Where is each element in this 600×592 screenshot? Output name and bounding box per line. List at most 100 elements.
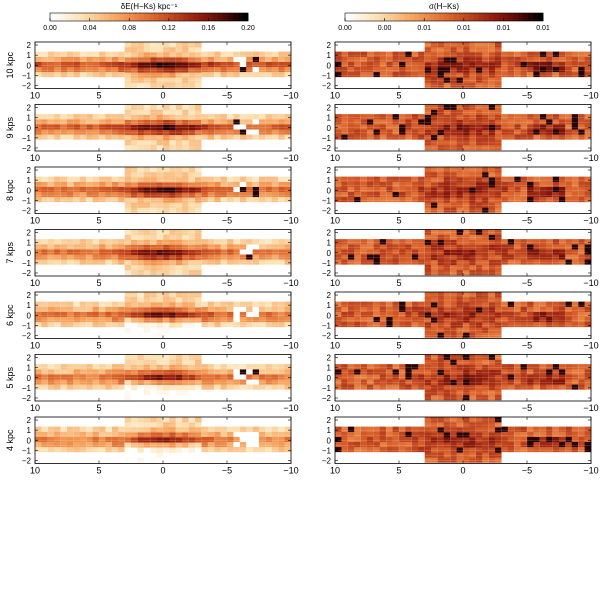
- heatmap-cell: [118, 306, 125, 312]
- heatmap-cell: [507, 129, 515, 135]
- heatmap-cell: [188, 359, 196, 365]
- heatmap-cell: [533, 129, 541, 135]
- heatmap-cell: [399, 176, 406, 182]
- heatmap-cell: [143, 264, 151, 271]
- heatmap-cell: [495, 354, 502, 360]
- heatmap-cell: [233, 431, 241, 437]
- heatmap-cell: [456, 109, 464, 115]
- heatmap-cell: [424, 124, 432, 131]
- heatmap-cell: [156, 144, 164, 151]
- heatmap-cell: [488, 77, 496, 83]
- heatmap-cell: [533, 364, 541, 370]
- heatmap-cell: [169, 394, 177, 401]
- heatmap-cell: [418, 181, 425, 187]
- heatmap-cell: [431, 207, 438, 213]
- heatmap-cell: [456, 264, 464, 271]
- heatmap-cell: [195, 42, 202, 48]
- heatmap-cell: [111, 71, 119, 78]
- heatmap-cell: [354, 321, 361, 328]
- heatmap-cell: [278, 441, 285, 448]
- heatmap-cell: [169, 192, 177, 198]
- heatmap-cell: [137, 197, 145, 203]
- heatmap-cell: [156, 192, 164, 198]
- heatmap-cell: [437, 192, 445, 198]
- heatmap-cell: [450, 167, 457, 173]
- heatmap-cell: [354, 181, 361, 187]
- heatmap-cell: [278, 66, 285, 73]
- x-tick-label: 0: [460, 403, 465, 413]
- heatmap-cell: [527, 306, 534, 312]
- heatmap-cell: [360, 369, 368, 375]
- heatmap-cell: [60, 56, 68, 62]
- heatmap-cell: [578, 431, 585, 437]
- heatmap-cell: [443, 384, 451, 391]
- heatmap-cell: [131, 229, 138, 235]
- y-tick-label: −2: [322, 269, 332, 278]
- heatmap-cell: [271, 249, 279, 255]
- heatmap-cell: [379, 441, 387, 448]
- heatmap-cell: [367, 66, 374, 73]
- heatmap-cell: [463, 134, 470, 141]
- heatmap-cell: [195, 417, 202, 423]
- heatmap-cell: [156, 167, 164, 173]
- heatmap-cell: [514, 436, 521, 443]
- heatmap-cell: [520, 379, 528, 385]
- heatmap-cell: [347, 306, 355, 312]
- heatmap-cell: [252, 316, 260, 323]
- heatmap-cell: [488, 359, 496, 365]
- heatmap-cell: [514, 446, 521, 453]
- heatmap-cell: [456, 302, 464, 308]
- heatmap-cell: [169, 359, 177, 365]
- heatmap-cell: [431, 422, 438, 428]
- heatmap-cell: [79, 306, 87, 312]
- heatmap-cell: [443, 292, 451, 298]
- heatmap-cell: [418, 186, 425, 193]
- heatmap-cell: [373, 56, 381, 62]
- heatmap-cell: [405, 374, 413, 380]
- heatmap-cell: [469, 177, 477, 183]
- heatmap-cell: [379, 379, 387, 385]
- heatmap-cell: [175, 62, 183, 68]
- heatmap-cell: [143, 457, 151, 463]
- heatmap-cell: [111, 379, 119, 385]
- heatmap-cell: [565, 446, 573, 453]
- heatmap-cell: [163, 139, 170, 146]
- heatmap-cell: [482, 312, 489, 318]
- heatmap-cell: [163, 327, 170, 333]
- heatmap-cell: [182, 354, 189, 360]
- heatmap-cell: [60, 244, 68, 250]
- heatmap-cell: [163, 187, 170, 193]
- heatmap-cell: [182, 254, 189, 261]
- heatmap-cell: [239, 446, 247, 453]
- heatmap-cell: [469, 269, 477, 276]
- heatmap-cell: [482, 187, 489, 193]
- heatmap-cell: [124, 139, 132, 146]
- heatmap-cell: [175, 332, 183, 338]
- heatmap-cell: [520, 129, 528, 135]
- heatmap-cell: [182, 307, 189, 313]
- heatmap-cell: [60, 114, 68, 120]
- heatmap-cell: [482, 364, 489, 370]
- heatmap-cell: [105, 66, 113, 73]
- heatmap-cell: [450, 114, 457, 120]
- heatmap-cell: [373, 379, 381, 385]
- heatmap-cell: [156, 202, 164, 208]
- heatmap-cell: [188, 182, 196, 188]
- heatmap-cell: [137, 62, 145, 68]
- heatmap-cell: [35, 426, 42, 432]
- heatmap-cell: [507, 239, 515, 245]
- heatmap-cell: [41, 301, 49, 307]
- heatmap-cell: [131, 104, 138, 110]
- heatmap-cell: [143, 129, 151, 136]
- y-tick-label: 1: [327, 301, 332, 310]
- heatmap-cell: [450, 229, 457, 235]
- heatmap-cell: [284, 301, 292, 307]
- heatmap-cell: [399, 316, 406, 323]
- heatmap-cell: [495, 139, 502, 146]
- heatmap-cell: [392, 186, 400, 193]
- heatmap-cell: [156, 379, 164, 386]
- heatmap-cell: [163, 82, 170, 88]
- heatmap-cell: [584, 119, 592, 125]
- heatmap-cell: [552, 56, 560, 62]
- heatmap-cell: [163, 77, 170, 83]
